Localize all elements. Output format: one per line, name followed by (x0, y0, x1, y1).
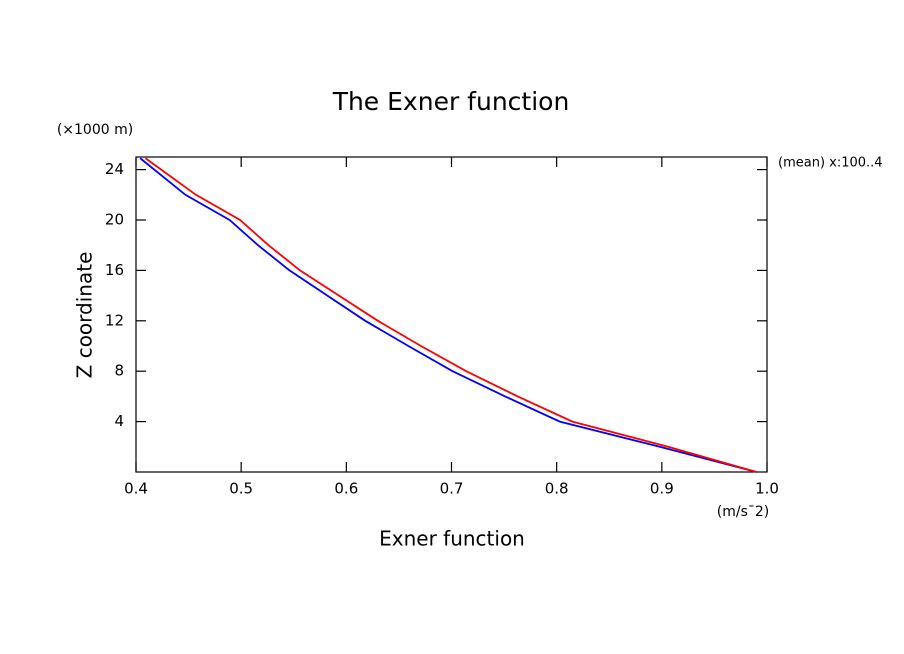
profile-line (139, 157, 757, 473)
x-tick-label: 0.6 (334, 480, 358, 498)
y-tick-label: 12 (105, 311, 124, 329)
x-axis-label: Exner function (379, 527, 525, 551)
y-tick-label: 20 (105, 211, 124, 229)
x-tick-label: 0.8 (545, 480, 569, 498)
x-tick-label: 0.7 (440, 480, 464, 498)
y-axis-label: Z coordinate (73, 252, 97, 379)
y-tick-label: 16 (105, 261, 124, 279)
annotation: (mean) x:100..4 (778, 156, 883, 171)
chart-title: The Exner function (332, 87, 570, 116)
profile-line (144, 157, 757, 473)
x-tick-label: 0.4 (124, 480, 148, 498)
plot-frame (135, 156, 768, 473)
x-tick-label: 0.5 (229, 480, 253, 498)
x-tick-label: 0.9 (650, 480, 674, 498)
y-tick-label: 8 (114, 362, 124, 380)
x-tick-label: 1.0 (755, 480, 779, 498)
y-tick-label: 4 (114, 412, 124, 430)
y-unit: (×1000 m) (57, 122, 133, 138)
y-tick-label: 24 (105, 160, 124, 178)
x-unit: (m/s¯2) (717, 504, 769, 520)
